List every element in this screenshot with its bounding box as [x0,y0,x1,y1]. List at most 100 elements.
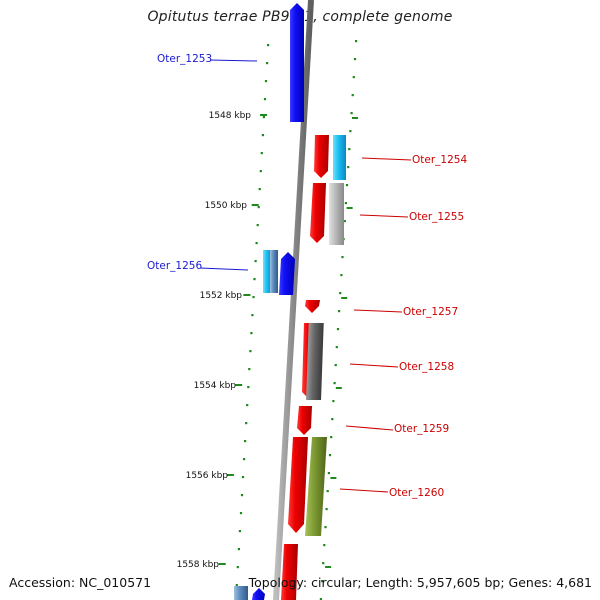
scale-minor-dot [262,116,265,119]
accession-text: Accession: NC_010571 [9,575,152,590]
gene-label-oter-1254[interactable]: Oter_1254 [412,154,467,166]
scale-dots-left [235,44,270,587]
scale-labels: 1548 kbp 1550 kbp 1552 kbp 1554 kbp 1556… [177,111,252,570]
gene-oter-1258-dark[interactable] [306,323,324,400]
gene-oter-1256-cyan[interactable] [263,250,272,293]
scale-minor-dot [263,98,267,101]
gene-oter-1257[interactable] [305,300,320,313]
scale-minor-dot [259,170,262,173]
scale-ring-dot [323,544,326,547]
scale-minor-dot [257,206,260,209]
scale-minor-dot [247,386,250,389]
scale-ring-major-tick [330,477,337,479]
scale-ring-dot [353,58,357,61]
scale-major-tick [226,474,234,476]
scale-ring-dot [322,562,325,565]
scale-ring-dot [338,310,341,313]
scale-minor-dot [245,422,248,425]
scale-minor-dot [249,350,252,353]
scale-minor-dot [258,188,261,191]
scale-ring-dot [319,598,322,600]
gene-labels: Oter_1253 Oter_1254 Oter_1255 Oter_1256 … [147,53,467,499]
scale-minor-dot [241,476,245,479]
scale-label-1548: 1548 kbp [209,111,252,121]
scale-label-1554: 1554 kbp [194,381,237,391]
scale-minor-dot [237,548,240,551]
scale-ring-dot [333,382,336,385]
scale-label-1552: 1552 kbp [200,291,243,301]
scale-ring-dot [325,508,328,511]
topology-text: Topology: circular; Length: 5,957,605 bp… [248,575,592,590]
gene-oter-1260-olive[interactable] [305,437,327,536]
scale-minor-dot [260,152,263,155]
scale-minor-dot [251,314,254,317]
gene-oter-1253[interactable] [290,3,304,122]
scale-minor-dot [261,134,264,137]
scale-ring-dot [328,454,332,457]
scale-minor-dot [243,458,246,461]
gene-oter-1255-gray[interactable] [329,183,344,245]
scale-ring-dot [352,76,355,79]
scale-minor-dot [235,584,238,587]
gene-bottom-blue[interactable] [252,588,265,600]
scale-minor-dot [256,224,259,227]
scale-minor-dot [252,296,255,299]
scale-minor-dot [248,368,251,371]
gene-label-oter-1257[interactable]: Oter_1257 [403,306,458,318]
scale-ring-dot [336,328,340,331]
gene-label-oter-1256[interactable]: Oter_1256 [147,260,202,272]
scale-ring-major-tick [346,207,353,209]
scale-ring-dot [341,256,344,259]
gene-oter-1254[interactable] [314,135,329,178]
scale-ring-dot [331,418,334,421]
scale-minor-dot [244,440,247,443]
scale-label-1558: 1558 kbp [177,560,220,570]
scale-ring-dot [347,166,350,169]
scale-minor-dot [264,80,268,83]
gene-label-oter-1260[interactable]: Oter_1260 [389,487,444,499]
scale-minor-dot [246,404,249,407]
gene-oter-1260[interactable] [288,437,308,533]
gene-label-oter-1259[interactable]: Oter_1259 [394,423,449,435]
gene-oter-1256-steel[interactable] [270,250,278,293]
gene-oter-1259[interactable] [297,406,312,435]
gene-bottom-red[interactable] [281,544,298,600]
scale-label-1550: 1550 kbp [205,201,248,211]
scale-ring-dot [349,130,352,133]
gene-oter-1256[interactable] [279,252,295,295]
gene-bottom-steel[interactable] [234,586,248,600]
scale-ring-dot [324,526,327,529]
gene-label-oter-1253[interactable]: Oter_1253 [157,53,212,65]
gene-label-oter-1255[interactable]: Oter_1255 [409,211,464,223]
gene-oter-1254-cyan[interactable] [333,135,346,180]
scale-minor-dot [240,494,244,497]
scale-ring-dot [343,220,346,223]
scale-minor-dot [253,278,256,281]
scale-ring-major-tick [325,566,332,568]
scale-minor-dot [254,260,257,263]
scale-minor-dot [239,512,243,515]
gene-label-oter-1258[interactable]: Oter_1258 [399,361,454,373]
scale-ring-dot [330,436,333,439]
scale-ring-dot [334,364,337,367]
scale-major-tick [243,294,251,296]
scale-ring-major-tick [352,117,358,119]
scale-ring-dot [327,472,330,475]
scale-ring-major-tick [341,297,348,299]
scale-major-tick [235,384,243,386]
scale-ring-dot [344,202,347,205]
scale-major-tick [260,114,267,116]
scale-ring-dot [351,94,354,97]
scale-minor-dot [267,44,270,47]
scale-ring-dot [355,40,358,43]
scale-minor-dot [238,530,241,533]
genome-backbone [273,0,314,600]
scale-ring-dot [348,148,351,151]
scale-ring-dot [350,112,353,115]
scale-ring-dot [335,346,338,349]
scale-minor-dot [266,62,269,65]
scale-major-ticks [218,114,358,568]
scale-ring-dot [345,184,349,187]
gene-oter-1255[interactable] [310,183,326,243]
